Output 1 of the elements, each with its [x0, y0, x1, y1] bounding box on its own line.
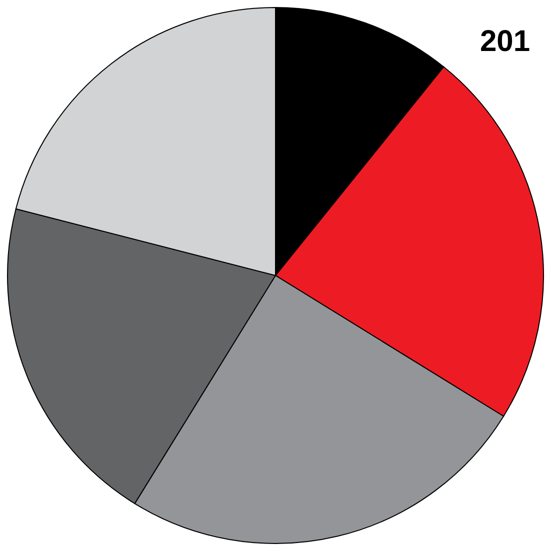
text: 201: [480, 25, 530, 58]
